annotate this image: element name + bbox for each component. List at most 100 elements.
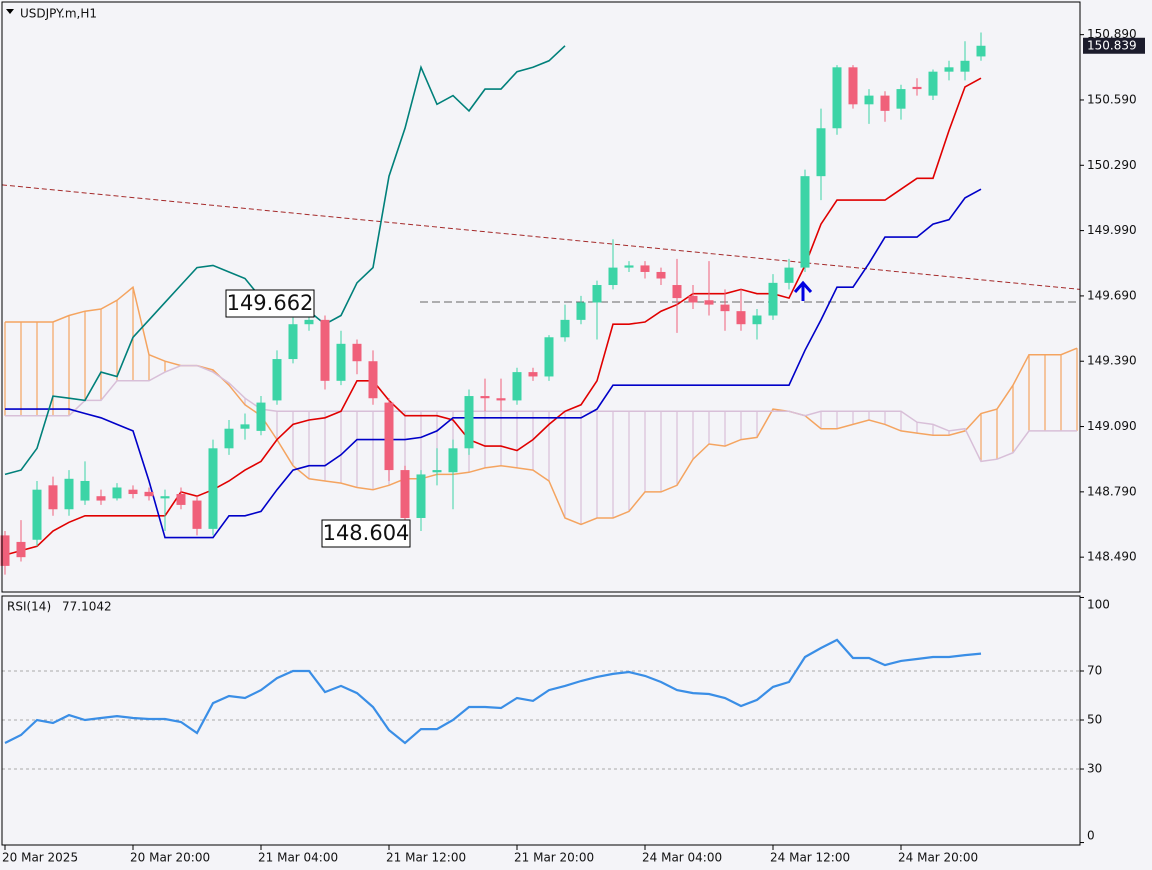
candle-body: [320, 319, 330, 381]
candle-body: [112, 487, 122, 499]
last-price-tag: [1083, 37, 1145, 54]
candle-body: [336, 343, 346, 381]
candle-body: [640, 265, 650, 272]
high-label-box: [225, 289, 315, 318]
candle-body: [304, 319, 314, 325]
y-tick-label: 149.390: [1087, 354, 1137, 368]
high-label: 149.662: [227, 291, 314, 315]
candle-body: [864, 95, 874, 105]
candle-body: [240, 424, 250, 429]
candle-body: [272, 359, 282, 401]
candle-body: [96, 496, 106, 501]
candle-body: [144, 491, 154, 497]
chart-title: USDJPY.m,H1: [20, 7, 97, 21]
candle-body: [672, 285, 682, 299]
candle-body: [224, 428, 234, 449]
last-price: 150.839: [1087, 38, 1137, 52]
candle-body: [496, 398, 506, 401]
y-tick-label: 149.690: [1087, 288, 1137, 302]
candle-body: [832, 67, 842, 129]
y-tick-label: 150.290: [1087, 158, 1137, 172]
candle-body: [880, 95, 890, 111]
candle-body: [0, 535, 10, 566]
x-tick-label: 21 Mar 20:00: [514, 851, 594, 865]
y-tick-label: 70: [1087, 663, 1102, 677]
y-tick-label: 0: [1087, 829, 1095, 843]
y-tick-label: 150.590: [1087, 92, 1137, 106]
candle-body: [464, 396, 474, 449]
candle-body: [192, 500, 202, 529]
candle-body: [160, 496, 170, 499]
candle-body: [432, 470, 442, 473]
x-tick-label: 20 Mar 2025: [2, 851, 78, 865]
candle-body: [208, 448, 218, 529]
x-tick-label: 20 Mar 20:00: [130, 851, 210, 865]
candle-body: [400, 470, 410, 518]
candle-body: [976, 45, 986, 57]
candle-body: [32, 489, 42, 540]
candle-body: [816, 128, 826, 177]
x-tick-label: 24 Mar 04:00: [642, 851, 722, 865]
y-tick-label: 50: [1087, 713, 1102, 727]
low-label-box: [321, 519, 411, 548]
senkou-b: [5, 364, 1077, 463]
candle-body: [912, 86, 922, 90]
low-label: 148.604: [323, 521, 410, 545]
candle-body: [720, 304, 730, 312]
candle-body: [624, 265, 634, 268]
y-tick-label: 150.890: [1087, 27, 1137, 41]
y-tick-label: 149.090: [1087, 419, 1137, 433]
candle-body: [592, 285, 602, 303]
y-tick-label: 148.790: [1087, 484, 1137, 498]
candle-body: [960, 60, 970, 72]
candle-body: [288, 324, 298, 360]
x-tick-label: 21 Mar 12:00: [386, 851, 466, 865]
price-frame: [1, 1, 1081, 593]
indicator-line: [4, 77, 982, 556]
candle-body: [848, 67, 858, 105]
candle-body: [128, 489, 138, 495]
buy-arrow: [793, 280, 813, 301]
rsi-value: 77.1042: [62, 600, 112, 614]
candle-body: [928, 71, 938, 96]
candle-body: [736, 311, 746, 325]
y-tick-label: 149.990: [1087, 223, 1137, 237]
y-tick-label: 100: [1087, 598, 1110, 612]
candle-body: [896, 89, 906, 109]
rsi-line: [4, 638, 982, 745]
candle-body: [368, 361, 378, 399]
candle-body: [384, 402, 394, 471]
candle-body: [560, 319, 570, 338]
candle-body: [768, 282, 778, 316]
candle-body: [688, 295, 698, 303]
rsi-title: RSI(14): [7, 600, 51, 614]
candle-body: [416, 474, 426, 518]
y-tick-label: 148.490: [1087, 550, 1137, 564]
candle-body: [784, 267, 794, 283]
candle-body: [512, 372, 522, 401]
candle-body: [256, 402, 266, 431]
candle-body: [544, 337, 554, 377]
indicator-line: [5, 188, 982, 539]
price-panel: 150.890 150.590 150.290 149.990 149.690 149.3…: [0, 27, 1145, 865]
candle-body: [656, 271, 666, 279]
x-tick-label: 24 Mar 20:00: [898, 851, 978, 865]
candle-body: [448, 448, 458, 473]
rsi-frame: [1, 595, 1081, 846]
candle-body: [16, 541, 26, 558]
x-tick-label: 24 Mar 12:00: [770, 851, 850, 865]
candle-body: [608, 267, 618, 286]
candle-body: [64, 478, 74, 510]
candle-body: [752, 315, 762, 325]
menu-arrow: [6, 9, 14, 14]
candle-body: [48, 485, 58, 510]
rsi-panel: 0 30 50 70 100: [2, 596, 1110, 844]
candle-body: [800, 176, 810, 268]
candle-body: [352, 343, 362, 362]
candle-body: [80, 480, 90, 501]
candle-body: [704, 300, 714, 305]
candle-body: [944, 67, 954, 72]
y-tick-label: 30: [1087, 762, 1102, 776]
